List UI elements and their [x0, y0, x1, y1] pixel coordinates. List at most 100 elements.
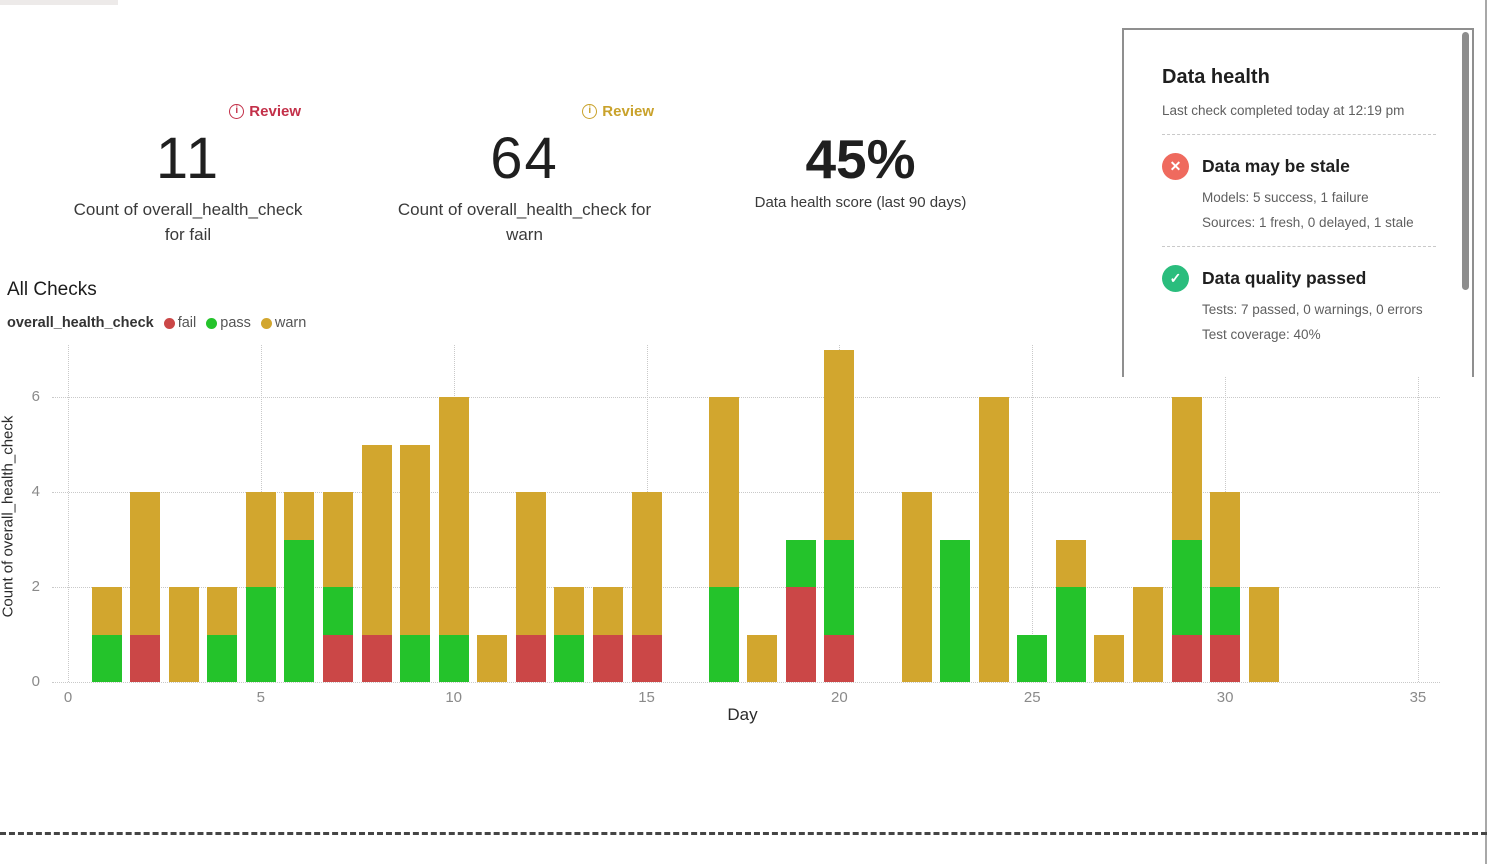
panel-item-detail: Test coverage: 40%	[1202, 327, 1321, 342]
warn-dot-icon	[260, 317, 272, 329]
panel-scrollbar-thumb[interactable]	[1462, 32, 1469, 290]
bar-warn-day-14[interactable]	[592, 587, 623, 635]
bar-fail-day-2[interactable]	[130, 634, 161, 682]
pass-dot-icon	[206, 317, 218, 329]
y-tick-label: 0	[31, 673, 40, 690]
panel-item-detail: Sources: 1 fresh, 0 delayed, 1 stale	[1202, 215, 1414, 230]
panel-title: Data health	[1162, 66, 1270, 88]
y-gridline	[52, 682, 1440, 683]
metric-score-label: Data health score (last 90 days)	[754, 194, 967, 211]
x-tick-label: 25	[1023, 689, 1041, 706]
x-gridline	[1032, 345, 1034, 682]
bar-pass-day-19[interactable]	[785, 539, 816, 587]
bar-warn-day-7[interactable]	[322, 492, 353, 587]
bar-warn-day-2[interactable]	[130, 492, 161, 635]
bar-pass-day-7[interactable]	[322, 587, 353, 635]
bar-fail-day-8[interactable]	[361, 634, 392, 682]
chart-legend: overall_health_check fail pass warn	[7, 315, 306, 331]
bar-warn-day-1[interactable]	[91, 587, 122, 635]
y-gridline	[52, 492, 1440, 493]
bar-pass-day-13[interactable]	[554, 634, 585, 682]
bar-warn-day-3[interactable]	[168, 587, 199, 682]
x-icon: ✕	[1162, 153, 1189, 180]
bar-fail-day-12[interactable]	[515, 634, 546, 682]
bar-warn-day-12[interactable]	[515, 492, 546, 635]
bar-pass-day-1[interactable]	[91, 634, 122, 682]
bar-warn-day-11[interactable]	[477, 634, 508, 682]
legend-series-name: overall_health_check	[7, 315, 154, 331]
x-tick-label: 15	[638, 689, 655, 706]
window-right-border	[1485, 0, 1487, 864]
bar-warn-day-27[interactable]	[1094, 634, 1125, 682]
legend-item-pass[interactable]: pass	[206, 315, 251, 331]
bar-warn-day-26[interactable]	[1055, 539, 1086, 587]
bar-pass-day-9[interactable]	[400, 634, 431, 682]
bar-warn-day-28[interactable]	[1132, 587, 1163, 682]
check-icon: ✓	[1162, 265, 1189, 292]
bar-warn-day-6[interactable]	[284, 492, 315, 540]
info-icon: i	[582, 103, 598, 119]
legend-item-label: pass	[220, 315, 251, 331]
bar-pass-day-20[interactable]	[824, 539, 855, 635]
bar-warn-day-31[interactable]	[1248, 587, 1279, 682]
y-tick-label: 4	[31, 483, 40, 500]
bar-pass-day-29[interactable]	[1171, 539, 1202, 635]
bar-fail-day-15[interactable]	[631, 634, 662, 682]
panel-item-detail: Tests: 7 passed, 0 warnings, 0 errors	[1202, 302, 1423, 317]
fail-dot-icon	[163, 317, 175, 329]
bar-warn-day-15[interactable]	[631, 492, 662, 635]
bar-pass-day-25[interactable]	[1017, 634, 1048, 682]
bar-fail-day-29[interactable]	[1171, 634, 1202, 682]
bar-warn-day-17[interactable]	[708, 397, 739, 587]
review-badge-fail[interactable]: i Review	[229, 103, 301, 120]
y-gridline	[52, 587, 1440, 588]
review-badge-label: Review	[249, 102, 301, 120]
bar-fail-day-7[interactable]	[322, 634, 353, 682]
bar-pass-day-26[interactable]	[1055, 587, 1086, 682]
divider	[1162, 246, 1436, 247]
x-gridline	[68, 345, 69, 682]
bar-warn-day-4[interactable]	[207, 587, 238, 635]
bar-warn-day-5[interactable]	[245, 492, 276, 587]
bar-pass-day-23[interactable]	[940, 539, 971, 682]
legend-item-label: fail	[177, 315, 197, 331]
x-tick-label: 30	[1216, 689, 1234, 706]
bar-pass-day-5[interactable]	[245, 587, 276, 682]
bar-fail-day-20[interactable]	[824, 634, 855, 682]
bar-pass-day-6[interactable]	[284, 539, 315, 682]
bar-pass-day-17[interactable]	[708, 587, 739, 682]
metric-health-score: 45% Data health score (last 90 days)	[728, 100, 993, 214]
review-badge-label: Review	[602, 102, 654, 120]
legend-item-fail[interactable]: fail	[163, 315, 197, 331]
bar-warn-day-22[interactable]	[901, 492, 932, 682]
panel-item-title: Data may be stale	[1202, 156, 1350, 176]
bar-pass-day-30[interactable]	[1210, 587, 1241, 635]
panel-item-detail: Models: 5 success, 1 failure	[1202, 190, 1369, 205]
bar-warn-day-20[interactable]	[824, 349, 855, 540]
bar-warn-day-9[interactable]	[400, 444, 431, 635]
bar-fail-day-19[interactable]	[785, 587, 816, 682]
y-axis-label: Count of overall_health_check	[0, 415, 17, 618]
x-axis-label: Day	[727, 705, 758, 724]
review-badge-warn[interactable]: i Review	[582, 103, 654, 120]
bar-warn-day-24[interactable]	[978, 397, 1009, 682]
bar-pass-day-10[interactable]	[438, 634, 469, 682]
bottom-dashed-divider	[0, 832, 1487, 835]
bar-warn-day-13[interactable]	[554, 587, 585, 635]
y-tick-label: 6	[31, 388, 40, 405]
bar-fail-day-14[interactable]	[592, 634, 623, 682]
bar-warn-day-8[interactable]	[361, 444, 392, 635]
x-tick-label: 10	[445, 689, 463, 706]
legend-item-warn[interactable]: warn	[260, 315, 306, 331]
bar-warn-day-18[interactable]	[747, 634, 778, 682]
y-gridline	[52, 397, 1440, 398]
bar-warn-day-10[interactable]	[438, 397, 469, 635]
bar-warn-day-29[interactable]	[1171, 397, 1202, 540]
panel-last-check: Last check completed today at 12:19 pm	[1162, 103, 1405, 118]
metric-fail-count: i Review 11 Count of overall_health_chec…	[63, 100, 313, 247]
bar-fail-day-30[interactable]	[1210, 634, 1241, 682]
panel-item-stale: ✕ Data may be stale Models: 5 success, 1…	[1162, 153, 1436, 230]
x-tick-label: 20	[831, 689, 848, 706]
bar-pass-day-4[interactable]	[207, 634, 238, 682]
bar-warn-day-30[interactable]	[1210, 492, 1241, 587]
